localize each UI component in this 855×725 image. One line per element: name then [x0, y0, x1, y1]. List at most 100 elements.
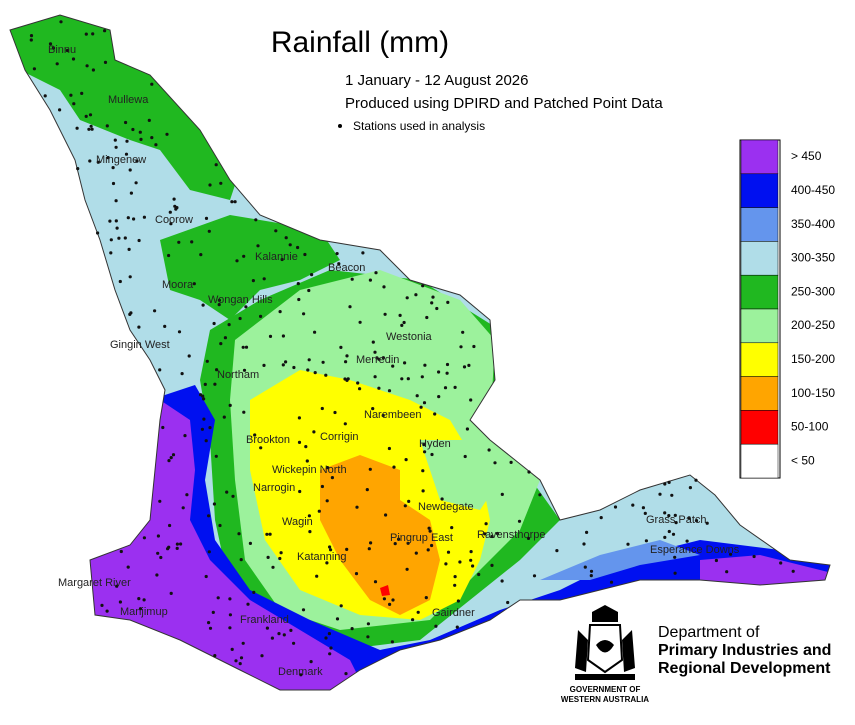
- station-dot: [335, 252, 339, 256]
- station-dot: [244, 305, 248, 309]
- station-dot: [180, 372, 184, 376]
- legend-swatch: [740, 241, 779, 276]
- station-dot: [76, 167, 80, 171]
- station-dot: [174, 207, 178, 211]
- station-dot: [402, 320, 406, 325]
- station-dot: [325, 466, 330, 470]
- station-dot: [641, 506, 646, 510]
- station-dot: [87, 127, 91, 131]
- station-dot: [281, 334, 285, 338]
- station-dot: [32, 67, 37, 71]
- station-dot: [420, 375, 424, 379]
- station-dot: [241, 641, 245, 645]
- station-dot: [29, 34, 34, 38]
- station-dot: [483, 532, 487, 536]
- station-dot: [329, 548, 333, 552]
- town-label: Wongan Hills: [208, 294, 273, 306]
- station-dot: [205, 359, 209, 363]
- station-dot: [211, 610, 215, 615]
- station-dot: [415, 394, 419, 398]
- station-dot: [111, 181, 116, 186]
- legend-swatch: [740, 410, 779, 445]
- station-dot: [369, 541, 373, 545]
- station-dot: [259, 314, 263, 318]
- station-dot: [207, 514, 211, 518]
- town-label: Mullewa: [108, 94, 149, 106]
- station-dot: [108, 219, 112, 223]
- station-dot: [254, 218, 258, 222]
- station-dot: [268, 532, 272, 536]
- station-dot: [114, 145, 118, 149]
- station-dot: [667, 514, 671, 518]
- station-dot: [111, 166, 115, 170]
- station-dot: [500, 492, 504, 496]
- station-dot: [344, 672, 348, 676]
- station-dot: [299, 673, 303, 677]
- station-dot: [358, 320, 362, 324]
- station-dot: [244, 345, 249, 349]
- station-dot: [434, 624, 438, 628]
- stations-note: Stations used in analysis: [353, 119, 485, 133]
- station-dot: [96, 231, 100, 235]
- station-dot: [242, 254, 246, 258]
- station-dot: [137, 238, 141, 243]
- station-dot: [424, 596, 428, 600]
- station-dot: [219, 181, 223, 185]
- station-dot: [589, 569, 594, 573]
- station-dot: [292, 365, 296, 370]
- station-dot: [128, 168, 132, 172]
- station-dot: [317, 509, 321, 513]
- station-dot: [84, 32, 88, 36]
- station-dot: [339, 345, 343, 349]
- station-dot: [421, 489, 425, 493]
- town-label: Northam: [217, 369, 259, 381]
- station-dot: [324, 373, 328, 377]
- station-dot: [674, 521, 678, 525]
- station-dot: [583, 565, 587, 569]
- legend-label: 200-250: [791, 318, 835, 332]
- station-dot: [246, 602, 250, 606]
- station-dot: [310, 273, 314, 277]
- station-dot: [506, 600, 510, 605]
- station-dot: [430, 452, 434, 457]
- station-dot: [262, 277, 266, 281]
- station-dot: [208, 626, 213, 630]
- station-dot: [406, 377, 410, 381]
- government-text: WESTERN AUSTRALIA: [561, 695, 649, 704]
- station-dot: [177, 330, 182, 334]
- station-dot: [461, 330, 465, 334]
- station-dot: [171, 453, 176, 457]
- station-dot: [384, 513, 388, 517]
- station-dot: [29, 38, 33, 42]
- station-dot: [217, 298, 221, 302]
- station-dot: [154, 143, 158, 147]
- station-dot: [414, 293, 418, 297]
- station-dot: [343, 422, 347, 426]
- station-dot: [463, 454, 467, 459]
- station-dot: [671, 532, 676, 536]
- legend-label: < 50: [791, 453, 815, 467]
- station-dot: [538, 493, 542, 497]
- station-dot: [446, 550, 451, 554]
- station-dot: [175, 546, 179, 551]
- station-dot: [288, 243, 292, 247]
- station-dot: [456, 599, 460, 603]
- station-dot: [321, 360, 325, 364]
- station-dot: [270, 636, 274, 640]
- station-dot: [368, 467, 372, 471]
- station-dot: [239, 656, 244, 660]
- town-label: Beacon: [328, 262, 365, 274]
- station-dot: [411, 618, 415, 622]
- station-dot: [126, 216, 130, 220]
- station-dot: [277, 632, 281, 636]
- station-dot: [228, 403, 232, 407]
- station-dot: [169, 222, 173, 226]
- station-dot: [278, 310, 282, 314]
- station-dot: [406, 541, 410, 545]
- station-dot: [207, 621, 211, 625]
- stations: [29, 20, 795, 677]
- station-dot: [443, 386, 448, 390]
- station-dot: [517, 519, 522, 523]
- station-dot: [207, 550, 211, 554]
- station-dot: [527, 470, 531, 474]
